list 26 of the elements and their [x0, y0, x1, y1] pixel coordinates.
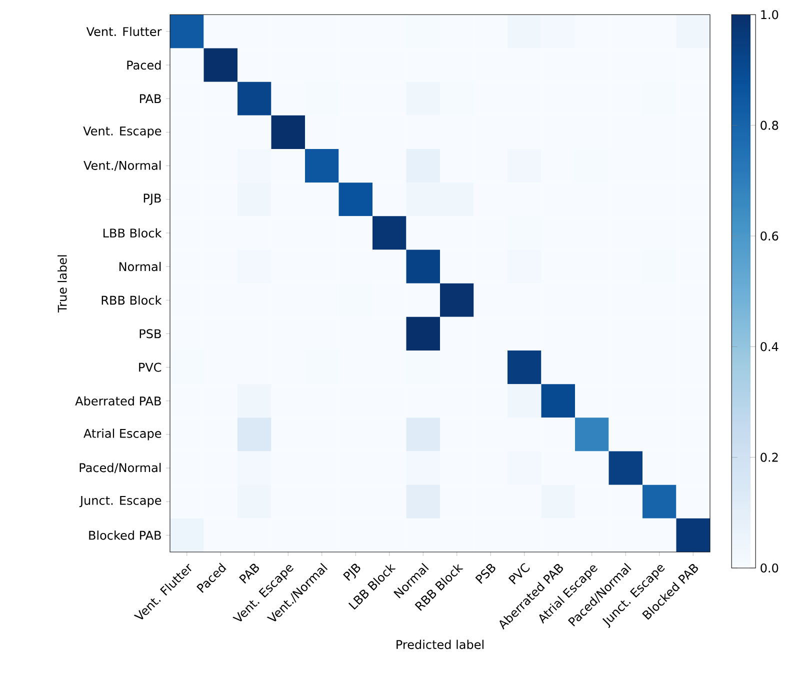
y-tick-label: Blocked PAB: [89, 530, 161, 540]
x-tick-label: PJB: [343, 564, 360, 581]
y-tick-label: Aberrated PAB: [75, 396, 161, 406]
color-bar-label: 0.6: [760, 231, 778, 241]
color-bar-label: 0.4: [760, 342, 778, 352]
y-tick-label: LBB Block: [103, 228, 162, 238]
x-tick-label: PAB: [239, 564, 259, 584]
y-tick-label: Paced: [127, 60, 161, 70]
y-tick-label: PVC: [139, 362, 162, 372]
y-tick-label: PSB: [140, 329, 161, 338]
y-tick-label: Vent./Normal: [84, 160, 161, 171]
color-bar-label: 0.8: [760, 120, 778, 130]
y-tick-label: PAB: [140, 94, 161, 103]
color-bar-label: 0.2: [760, 452, 778, 462]
color-bar-label: 1.0: [761, 10, 778, 20]
y-tick-label: Vent. Escape: [83, 126, 162, 138]
x-axis-title: Predicted label: [396, 640, 484, 650]
y-tick-label: RBB Block: [102, 295, 162, 305]
y-axis-title: True label: [58, 255, 67, 313]
y-tick-label: Normal: [119, 262, 161, 272]
y-tick-label: PJB: [144, 194, 161, 205]
y-tick-label: Vent. Flutter: [86, 26, 162, 36]
y-tick-label: Atrial Escape: [84, 428, 162, 440]
y-tick-label: Junct. Escape: [79, 496, 162, 508]
y-tick-label: Paced/Normal: [80, 462, 161, 474]
color-bar-label: 0.0: [760, 563, 778, 573]
